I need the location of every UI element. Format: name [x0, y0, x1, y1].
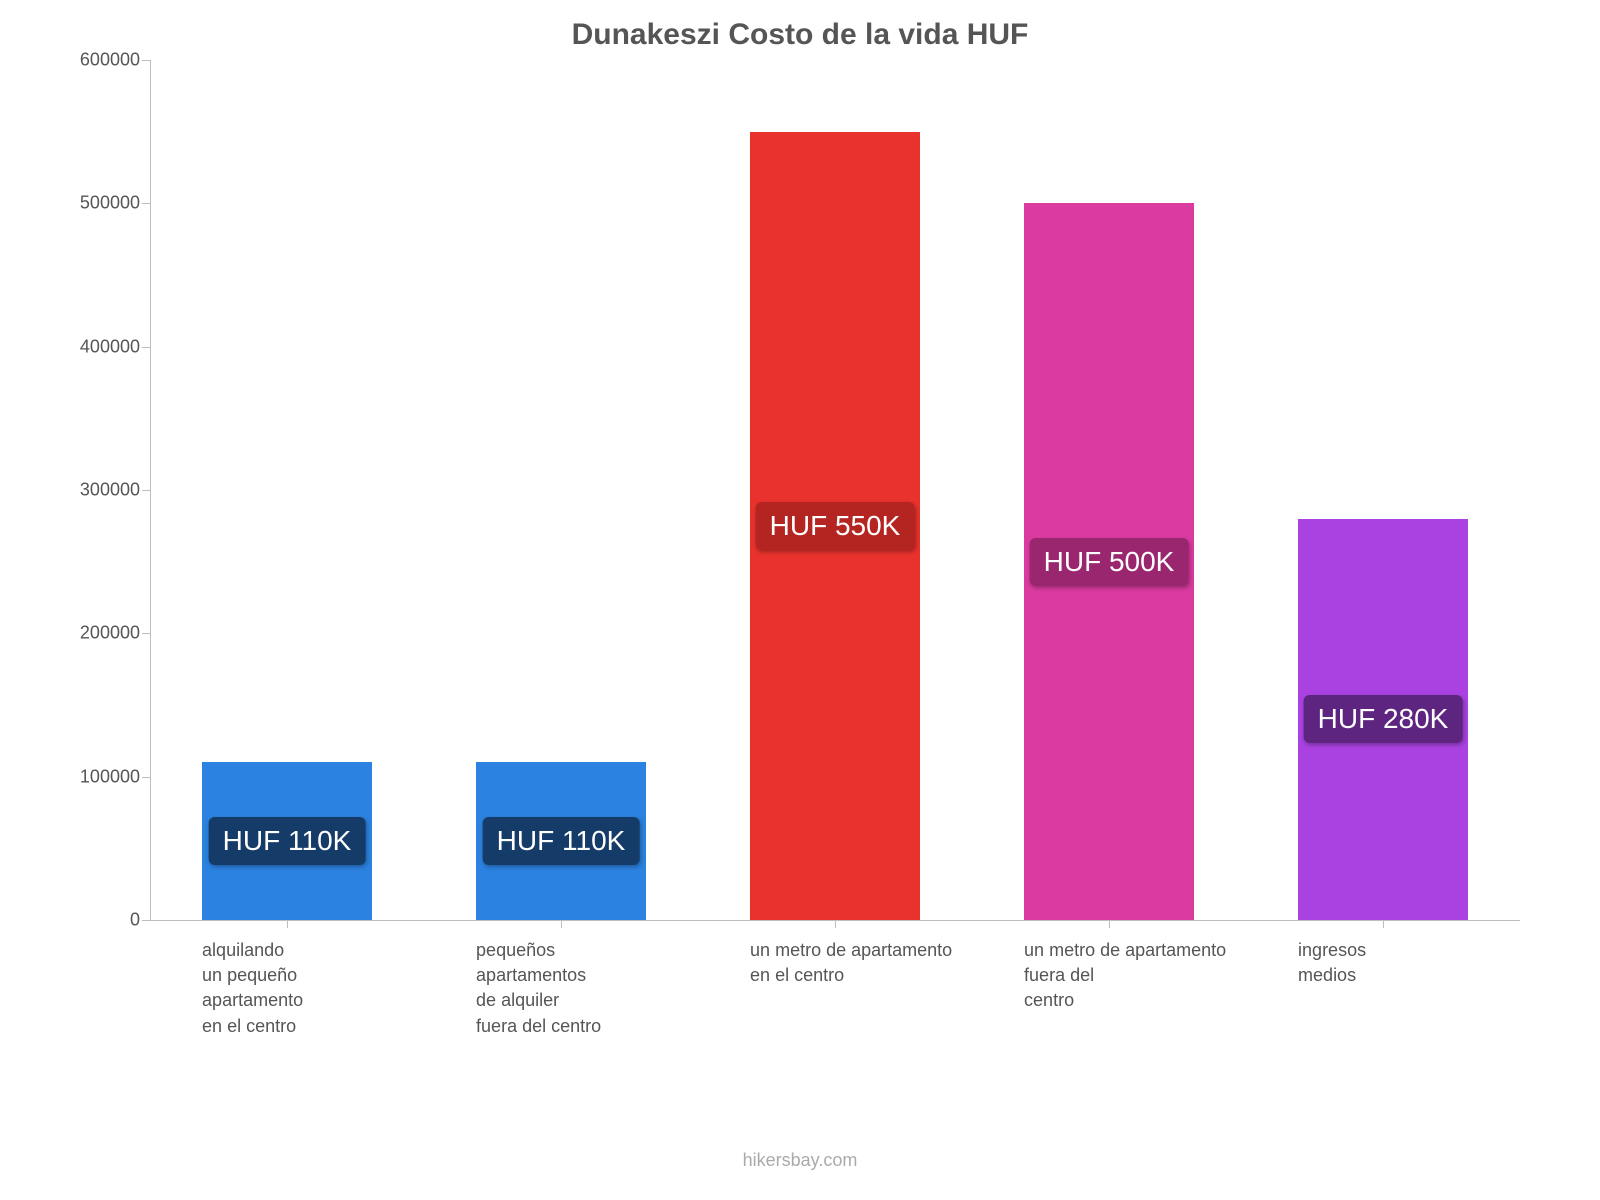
y-tick-mark — [142, 347, 150, 348]
y-tick-label: 300000 — [60, 480, 140, 501]
y-tick-label: 0 — [60, 910, 140, 931]
value-badge: HUF 500K — [1030, 538, 1189, 586]
value-badge: HUF 280K — [1304, 695, 1463, 743]
bars-group: HUF 110K HUF 110K HUF 550K HUF 500K HUF 280K — [150, 60, 1520, 920]
chart-container: Dunakeszi Costo de la vida HUF 010000020… — [60, 10, 1540, 1100]
value-badge: HUF 110K — [209, 817, 366, 865]
x-axis-label: ingresos medios — [1298, 938, 1572, 988]
plot-area: 0100000200000300000400000500000600000 HU… — [150, 60, 1520, 920]
y-tick-mark — [142, 633, 150, 634]
y-tick-mark — [142, 920, 150, 921]
y-tick-label: 500000 — [60, 193, 140, 214]
y-tick-mark — [142, 203, 150, 204]
x-axis-label: un metro de apartamento fuera del centro — [1024, 938, 1298, 1014]
y-tick-mark — [142, 60, 150, 61]
chart-title: Dunakeszi Costo de la vida HUF — [60, 10, 1540, 60]
y-tick-mark — [142, 777, 150, 778]
x-axis-label: alquilando un pequeño apartamento en el … — [202, 938, 476, 1039]
y-axis: 0100000200000300000400000500000600000 — [60, 60, 140, 920]
y-tick-label: 600000 — [60, 50, 140, 71]
y-tick-mark — [142, 490, 150, 491]
y-tick-label: 100000 — [60, 766, 140, 787]
x-axis-label: un metro de apartamento en el centro — [750, 938, 1024, 988]
y-tick-label: 400000 — [60, 336, 140, 357]
y-tick-label: 200000 — [60, 623, 140, 644]
value-badge: HUF 110K — [483, 817, 640, 865]
x-axis-label: pequeños apartamentos de alquiler fuera … — [476, 938, 750, 1039]
value-badge: HUF 550K — [756, 502, 915, 550]
credits: hikersbay.com — [0, 1150, 1600, 1171]
x-axis-labels: alquilando un pequeño apartamento en el … — [150, 920, 1520, 1070]
